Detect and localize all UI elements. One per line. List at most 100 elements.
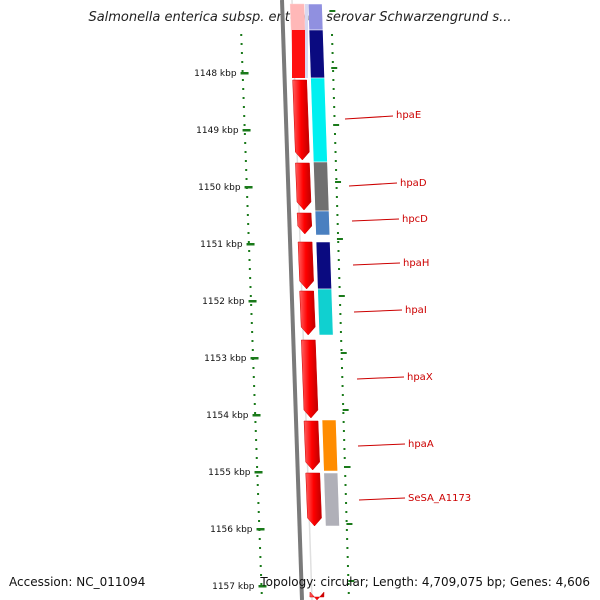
dot-left (260, 583, 263, 585)
genome-summary: Topology: circular; Length: 4,709,075 bp… (260, 575, 590, 589)
forward-gene-arrow (292, 30, 306, 78)
gene-label-hpai[interactable]: hpaI (405, 305, 427, 316)
dash-right (336, 238, 343, 240)
cog-colored-features (305, 3, 340, 527)
gene-label-sesa_a1173[interactable]: SeSA_A1173 (408, 493, 471, 504)
forward-gene-arrow (303, 420, 320, 471)
dot-right (335, 178, 338, 180)
cog-gene-block (305, 4, 308, 78)
dot-right (343, 439, 346, 441)
dot-left (247, 241, 250, 243)
ruler-tick (244, 186, 253, 189)
dot-right (345, 529, 348, 531)
dot-right (347, 592, 350, 594)
dash-right (344, 466, 351, 468)
dot-right (335, 196, 338, 198)
dot-left (253, 385, 256, 387)
dot-right (344, 484, 347, 486)
dot-right (346, 547, 349, 549)
gene-labels: hpaE hpaD hpcD hpaH hpaI hpaX hpaA SeSA_A1173 (344, 110, 471, 504)
dot-right (332, 70, 335, 72)
dot-right (346, 538, 349, 540)
dot-left (240, 52, 243, 54)
dot-left (245, 169, 248, 171)
dot-left (254, 412, 257, 414)
ruler-tick-label: 1155 kbp (208, 468, 251, 478)
dot-right (332, 97, 335, 99)
dash-right (342, 409, 349, 411)
label-connector (352, 262, 401, 266)
dot-left (248, 259, 251, 261)
ruler-tick (250, 357, 259, 360)
dot-left (243, 133, 246, 135)
dot-right (347, 574, 350, 576)
dot-left (247, 232, 250, 234)
dot-left (260, 574, 263, 576)
dot-left (253, 394, 256, 396)
cog-gene-block (314, 210, 331, 236)
dot-left (259, 556, 262, 558)
forward-gene-arrow (296, 212, 313, 235)
cog-gene-block (321, 419, 339, 472)
dot-right (334, 151, 337, 153)
dot-left (241, 79, 244, 81)
dot-right (331, 52, 334, 54)
label-connector (358, 497, 406, 501)
ruler-tick-label: 1148 kbp (194, 69, 237, 79)
forward-gene-arrow (299, 290, 316, 336)
forward-gene-arrow (297, 241, 314, 290)
gene-label-hpaa[interactable]: hpaA (408, 439, 434, 450)
dot-right (335, 187, 338, 189)
dot-left (256, 484, 259, 486)
dot-left (249, 295, 252, 297)
label-connector (351, 218, 400, 222)
dot-right (342, 421, 345, 423)
label-connector (344, 115, 394, 120)
dash-right (348, 580, 355, 582)
ruler-tick (258, 585, 267, 588)
ruler-tick (256, 528, 265, 531)
gene-label-hpcd[interactable]: hpcD (402, 214, 428, 225)
dot-right (332, 88, 335, 90)
dot-left (256, 475, 259, 477)
dot-right (337, 241, 340, 243)
dot-left (252, 376, 255, 378)
dot-right (343, 448, 346, 450)
tick-dots (240, 10, 355, 594)
dot-left (254, 430, 257, 432)
dot-right (342, 403, 345, 405)
dot-right (339, 304, 342, 306)
cog-gene-block (315, 241, 332, 290)
dot-right (333, 115, 336, 117)
forward-gene-arrow (305, 472, 322, 527)
gene-label-hpah[interactable]: hpaH (403, 258, 429, 269)
dot-left (256, 466, 259, 468)
ruler-tick-label: 1157 kbp (212, 582, 255, 592)
dot-right (336, 232, 339, 234)
kbp-ruler: 1148 kbp 1149 kbp 1150 kbp 1151 kbp 1152 kbp… (194, 69, 267, 592)
gene-label-hpad[interactable]: hpaD (400, 178, 427, 189)
dot-right (339, 322, 342, 324)
dot-right (339, 331, 342, 333)
label-connector (356, 376, 405, 380)
dot-left (240, 43, 243, 45)
dot-right (331, 43, 334, 45)
dot-left (243, 124, 246, 126)
cog-gene-block (310, 77, 328, 163)
dot-right (344, 475, 347, 477)
dot-left (250, 313, 253, 315)
ruler-tick-label: 1154 kbp (206, 411, 249, 421)
forward-gene-arrow (309, 591, 325, 600)
ruler-tick-label: 1152 kbp (202, 297, 245, 307)
cog-gene-block (317, 288, 334, 336)
dot-left (243, 115, 246, 117)
dot-right (346, 556, 349, 558)
dot-right (333, 133, 336, 135)
dot-right (336, 214, 339, 216)
gene-label-hpae[interactable]: hpaE (396, 110, 421, 121)
dot-left (251, 331, 254, 333)
dot-right (345, 502, 348, 504)
dot-left (253, 403, 256, 405)
gene-label-hpax[interactable]: hpaX (407, 372, 433, 383)
